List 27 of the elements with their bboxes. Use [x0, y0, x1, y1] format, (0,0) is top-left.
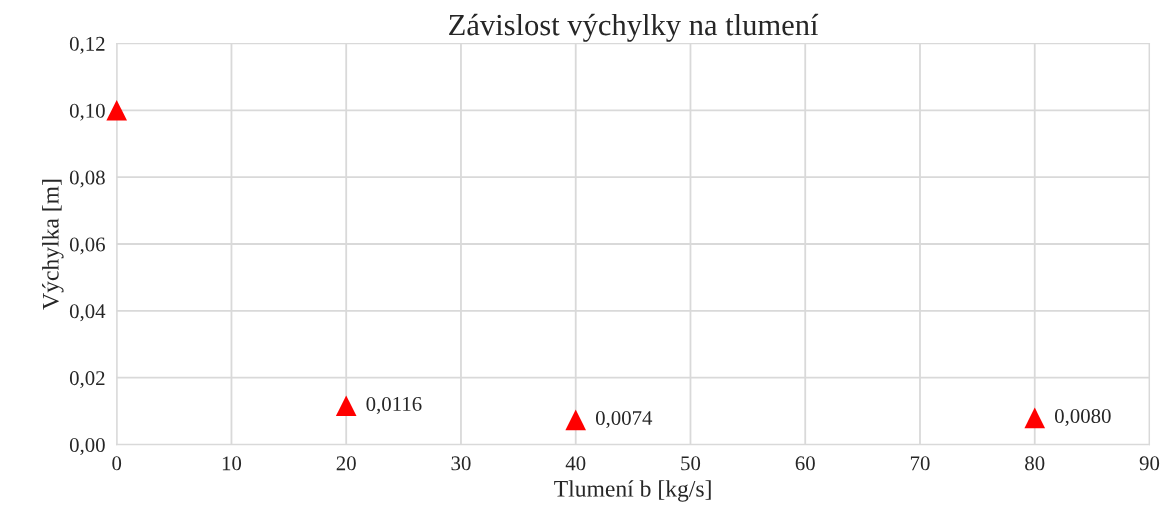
x-tick-label: 20 [336, 456, 356, 471]
point [335, 395, 357, 417]
x-axis-title: Tlumení b [kg/s] [554, 480, 711, 502]
x-tick-label: 70 [910, 456, 930, 471]
x-tick-label: 0 [112, 456, 122, 471]
data-label: 0,0116 [366, 396, 422, 415]
point [565, 409, 587, 431]
y-tick-label: 0,06 [69, 237, 105, 255]
y-tick-label: 0,08 [69, 170, 105, 188]
y-tick-label: 0,10 [69, 103, 105, 121]
data-label: 0,0080 [1054, 408, 1111, 427]
y-tick-label: 0,02 [69, 371, 105, 389]
x-tick-label: 50 [681, 456, 701, 471]
y-tick-label: 0,12 [69, 36, 105, 54]
y-axis-title: Výchylka [m] [42, 179, 64, 310]
x-tick-label: 40 [565, 456, 586, 471]
y-tick-label: 0,04 [69, 304, 106, 322]
y-tick-label: 0,00 [69, 437, 105, 455]
point [1024, 407, 1046, 429]
data-label: 0,0074 [595, 410, 653, 429]
x-tick-label: 60 [795, 456, 815, 471]
x-tick-label: 80 [1025, 456, 1045, 471]
x-tick-label: 10 [222, 456, 242, 471]
x-tick-label: 30 [451, 456, 471, 471]
x-tick-label: 90 [1139, 456, 1160, 471]
point [106, 99, 127, 121]
chart-title: Závislost výchylky na tlumení [449, 13, 819, 42]
